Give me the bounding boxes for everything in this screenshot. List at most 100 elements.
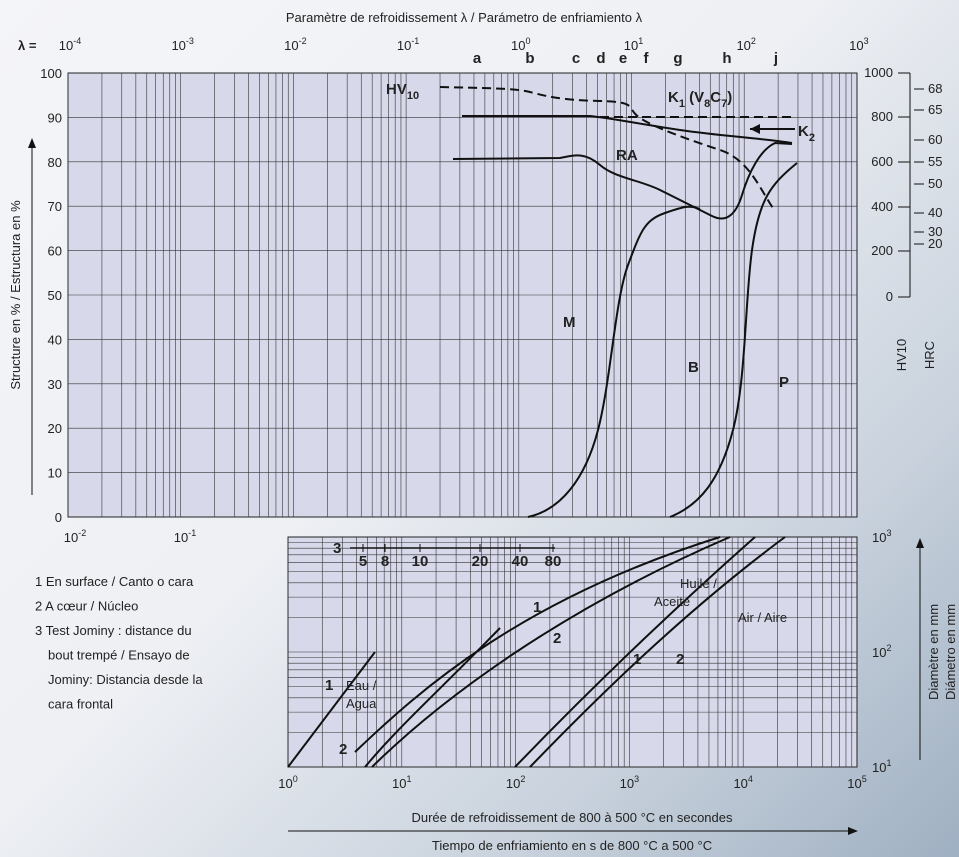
water1-curve <box>287 651 376 768</box>
base: 10 <box>511 38 525 53</box>
curve-label: Aceite <box>654 594 690 609</box>
x-tick: 102 <box>506 774 525 791</box>
legend-line: 3 Test Jominy : distance du <box>35 623 192 638</box>
x-label-es: Tiempo de enfriamiento en s de 800 °C a … <box>432 838 712 853</box>
hv-tick: 800 <box>871 109 893 124</box>
x-tick: 105 <box>847 774 866 791</box>
ra-curve <box>452 141 793 220</box>
y-tick: 50 <box>48 288 62 303</box>
letter: j <box>773 50 778 67</box>
y-label: Structure en % / Estructura en % <box>8 200 23 390</box>
hrc-tick: 50 <box>928 176 942 191</box>
label-part: K <box>668 89 679 106</box>
grid <box>67 73 857 768</box>
x-tick: 103 <box>620 774 639 791</box>
base: 10 <box>872 530 886 545</box>
b-label: B <box>688 359 699 376</box>
label-part: C <box>710 89 721 106</box>
legend-line: Jominy: Distancia desde la <box>48 672 203 687</box>
exponent: 1 <box>638 36 643 46</box>
x-label-fr: Durée de refroidissement de 800 à 500 °C… <box>411 810 733 825</box>
x-tick: 10-1 <box>174 528 196 545</box>
base: 10 <box>872 645 886 660</box>
exponent: 3 <box>634 774 639 784</box>
base: 10 <box>174 530 188 545</box>
m-label: M <box>563 314 576 331</box>
exponent: 0 <box>293 774 298 784</box>
y-tick: 103 <box>872 528 891 545</box>
base: 10 <box>59 38 73 53</box>
k2-arrowhead <box>750 124 760 134</box>
base: 10 <box>620 776 634 791</box>
air1-curve <box>514 536 756 768</box>
curve-label: 2 <box>553 630 561 647</box>
y-arrowhead <box>28 138 36 148</box>
label-part: 8 <box>704 98 710 110</box>
base: 10 <box>849 38 863 53</box>
jominy-tick: 40 <box>512 553 529 570</box>
y-tick: 80 <box>48 155 62 170</box>
hrc-tick: 55 <box>928 154 942 169</box>
m-curve <box>527 205 701 518</box>
label-part: 2 <box>809 132 815 144</box>
curve-label: 1 <box>633 651 641 668</box>
exponent: 1 <box>886 758 891 768</box>
p-label: P <box>779 374 789 391</box>
hv-tick: 400 <box>871 199 893 214</box>
hrc-tick: 40 <box>928 205 942 220</box>
oil2-curve <box>371 536 731 768</box>
hrc-tick: 60 <box>928 132 942 147</box>
x-tick: 104 <box>733 774 752 791</box>
exponent: 2 <box>886 643 891 653</box>
legend-line: bout trempé / Ensayo de <box>48 648 190 663</box>
letter: a <box>473 50 482 67</box>
label-part: (V <box>685 89 704 106</box>
y-tick: 100 <box>40 66 62 81</box>
label-part: 10 <box>407 90 419 102</box>
label-part: ) <box>727 89 732 106</box>
diam-arrowhead <box>916 538 924 548</box>
base: 10 <box>397 38 411 53</box>
hv10-label: HV10 <box>386 81 419 102</box>
jominy-tick: 10 <box>412 553 429 570</box>
exponent: -4 <box>73 36 81 46</box>
y-tick: 20 <box>48 421 62 436</box>
jominy-tick: 5 <box>359 553 367 570</box>
k1-curve <box>462 115 793 144</box>
exponent: 1 <box>407 774 412 784</box>
exponent: -3 <box>186 36 194 46</box>
time-arrowhead <box>848 827 858 835</box>
legend-line: 1 En surface / Canto o cara <box>35 574 194 589</box>
legend-line: cara frontal <box>48 697 113 712</box>
curve-label: 2 <box>339 741 347 758</box>
exponent: -2 <box>299 36 307 46</box>
air2-curve <box>529 536 786 768</box>
letter: f <box>644 50 650 67</box>
base: 10 <box>171 38 185 53</box>
y-label-fr: Diamètre en mm <box>926 604 941 700</box>
jominy-tick: 20 <box>472 553 489 570</box>
y-tick: 102 <box>872 643 891 660</box>
y-tick: 60 <box>48 244 62 259</box>
base: 10 <box>872 760 886 775</box>
y-tick: 0 <box>55 510 62 525</box>
lambda-label: λ = <box>18 38 37 53</box>
letter: d <box>596 50 605 67</box>
base: 10 <box>64 530 78 545</box>
hv-tick: 1000 <box>864 65 893 80</box>
base: 10 <box>733 776 747 791</box>
jominy-tick: 8 <box>381 553 389 570</box>
legend-line: 2 A cœur / Núcleo <box>35 599 138 614</box>
y-label-es: Diámetro en mm <box>943 604 958 700</box>
curve-label: Eau / <box>346 678 377 693</box>
y-tick: 30 <box>48 377 62 392</box>
top-tick: 101 <box>624 36 643 53</box>
y-tick: 90 <box>48 110 62 125</box>
y-tick: 101 <box>872 758 891 775</box>
jominy-id: 3 <box>333 540 341 557</box>
label-part: K <box>798 123 809 140</box>
top-tick: 10-2 <box>284 36 306 53</box>
hrc-tick: 65 <box>928 102 942 117</box>
hv-tick: 600 <box>871 154 893 169</box>
